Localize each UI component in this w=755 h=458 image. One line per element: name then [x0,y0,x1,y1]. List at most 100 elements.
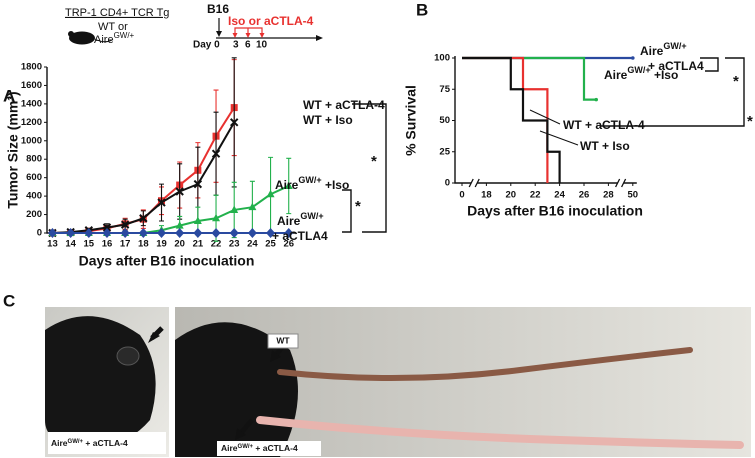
censor-mark [594,97,598,102]
marker [175,228,185,238]
marker [266,189,275,198]
marker [247,228,257,238]
x-tick-label: 21 [193,239,204,250]
axis-break [615,178,627,188]
marker [102,228,112,238]
annotation: * [371,153,377,170]
marker [175,221,184,229]
treatment: Iso or aCTLA-4 [228,14,314,28]
x-tick-label: 18 [481,190,492,201]
survival-curve [462,56,561,183]
day: 10 [256,40,268,51]
annotation: * [733,73,739,90]
marker [230,205,239,213]
marker [157,198,166,207]
mouse-icon [68,31,113,45]
marker [138,228,148,238]
y-tick-label: 800 [26,154,42,165]
series-label: WT + Iso [580,139,630,153]
x-tick-label: 13 [47,239,58,250]
censor-mark [631,56,635,60]
label-part: WT + Iso [580,139,630,153]
x-tick-label: 23 [229,239,240,250]
label-part: WT + aCTLA-4 [303,98,385,112]
label-part: Aire [277,214,301,228]
marker [212,213,221,222]
marker [120,228,130,238]
marker [66,228,76,238]
series-label: WT + Iso [303,113,353,127]
x-axis-title: Days after B16 inoculation [467,203,643,219]
y-tick-label: 1600 [21,80,42,91]
label-part: GW/+ [298,175,321,185]
series-label: AireGW/+ +Iso [604,65,678,82]
y-tick-label: 100 [434,53,450,64]
y-axis-title: Tumor Size (mm³) [5,91,21,208]
annotation: * [355,198,361,215]
y-tick-label: 1800 [21,62,42,73]
bracket [342,189,352,233]
axis-break [468,178,480,188]
marker [193,179,203,189]
bracket [352,103,387,233]
day0: Day 0 [193,40,220,51]
marker [47,228,57,238]
panel-letter: A [3,86,15,105]
marker [211,149,221,158]
series-label: AireGW/+ + aCTLA4 [640,41,704,73]
axis-break [471,180,478,186]
x-axis-title: Days after B16 inoculation [79,253,255,269]
survival-curve [462,56,597,101]
axis [46,67,296,234]
series-label: AireGW/+ + aCTLA4 [272,211,328,243]
x-tick-label: 16 [102,239,113,250]
photo-label: AireGW/+ + aCTLA-4 [51,438,128,448]
series-label: WT + aCTLA-4 [303,98,385,112]
y-tick-label: 25 [439,146,450,157]
y-tick-label: 50 [439,115,450,126]
marker [120,220,130,229]
x-tick-label: 20 [174,239,185,250]
strain: TRP-1 CD4+ TCR Tg [65,7,169,19]
marker [139,214,148,223]
label-part: + aCTLA4 [272,229,328,243]
marker [211,228,221,238]
x-tick-label: 28 [603,190,614,201]
x-tick-label: 15 [84,239,95,250]
panel-letter: B [416,0,428,19]
y-tick-label: 1400 [21,98,42,109]
label-part: WT + Iso [303,113,353,127]
y-tick-label: 1200 [21,117,42,128]
day: 6 [245,40,251,51]
genotype: WT or [98,21,128,33]
x-tick-label: 20 [506,190,517,201]
photo-left [45,307,169,457]
label-part: + aCTLA4 [648,59,704,73]
marker [284,181,293,189]
x-tick-label: 26 [579,190,590,201]
label-part: GW/+ [300,211,323,221]
annotation: * [747,113,753,130]
x-tick-label: 24 [554,190,565,201]
y-tick-label: 1000 [21,135,42,146]
marker [248,202,257,211]
marker [229,118,239,127]
x-tick-label: 18 [138,239,149,250]
genotype: AireGW/+ [94,31,135,46]
photo-label: AireGW/+ + aCTLA-4 [221,443,298,453]
leader-line [529,109,579,146]
timeline [216,18,323,41]
marker [193,216,202,225]
label-part: Aire [604,68,628,82]
y-tick-label: 200 [26,209,42,220]
marker [175,187,184,196]
marker [266,228,276,238]
series-label: AireGW/+ +Iso [275,175,349,192]
series-label: WT + aCTLA-4 [563,118,645,132]
x-tick-label: 0 [459,190,464,201]
label-part: WT + aCTLA-4 [563,118,645,132]
day: 3 [233,40,239,51]
y-tick-label: 0 [37,228,42,239]
marker [84,228,94,238]
